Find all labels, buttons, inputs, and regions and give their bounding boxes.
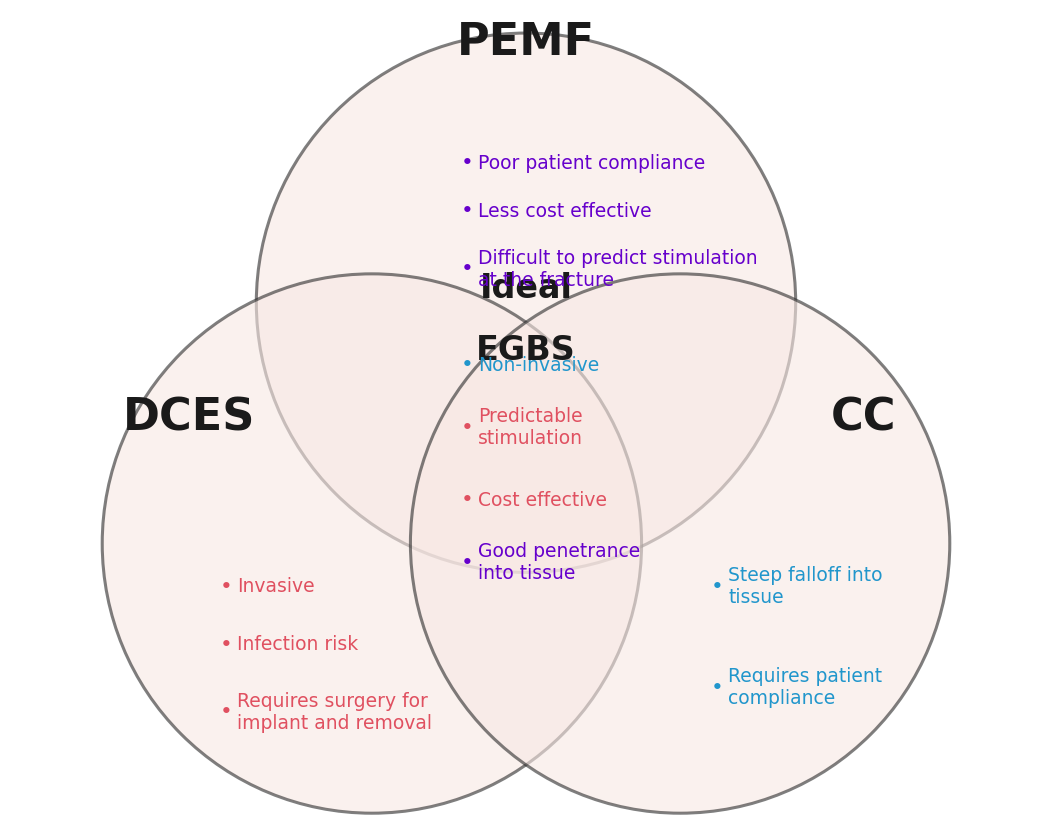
Text: Poor patient compliance: Poor patient compliance [478,154,705,173]
Text: Steep falloff into
tissue: Steep falloff into tissue [728,566,883,607]
Text: Infection risk: Infection risk [237,635,359,654]
Text: Non-invasive: Non-invasive [478,356,599,375]
Text: •: • [461,490,473,510]
Text: EGBS: EGBS [477,334,575,367]
Text: Predictable
stimulation: Predictable stimulation [478,408,583,448]
Text: Good penetrance
into tissue: Good penetrance into tissue [478,543,640,583]
Text: Ideal: Ideal [480,272,572,305]
Text: •: • [711,577,724,597]
Text: CC: CC [830,397,896,440]
Text: Invasive: Invasive [237,577,315,596]
Text: •: • [220,702,232,722]
Circle shape [410,274,950,813]
Text: •: • [461,201,473,222]
Text: •: • [461,356,473,375]
Text: Cost effective: Cost effective [478,490,607,509]
Circle shape [257,33,795,572]
Text: Requires surgery for
implant and removal: Requires surgery for implant and removal [237,691,432,733]
Text: •: • [461,153,473,173]
Text: PEMF: PEMF [457,22,595,65]
Text: •: • [711,678,724,698]
Text: Less cost effective: Less cost effective [478,202,651,221]
Text: Difficult to predict stimulation
at the fracture: Difficult to predict stimulation at the … [478,249,757,289]
Text: •: • [220,634,232,655]
Text: •: • [461,259,473,279]
Text: DCES: DCES [123,397,255,440]
Text: •: • [461,552,473,573]
Text: Requires patient
compliance: Requires patient compliance [728,667,883,709]
Text: •: • [220,577,232,597]
Circle shape [102,274,642,813]
Text: •: • [461,418,473,438]
